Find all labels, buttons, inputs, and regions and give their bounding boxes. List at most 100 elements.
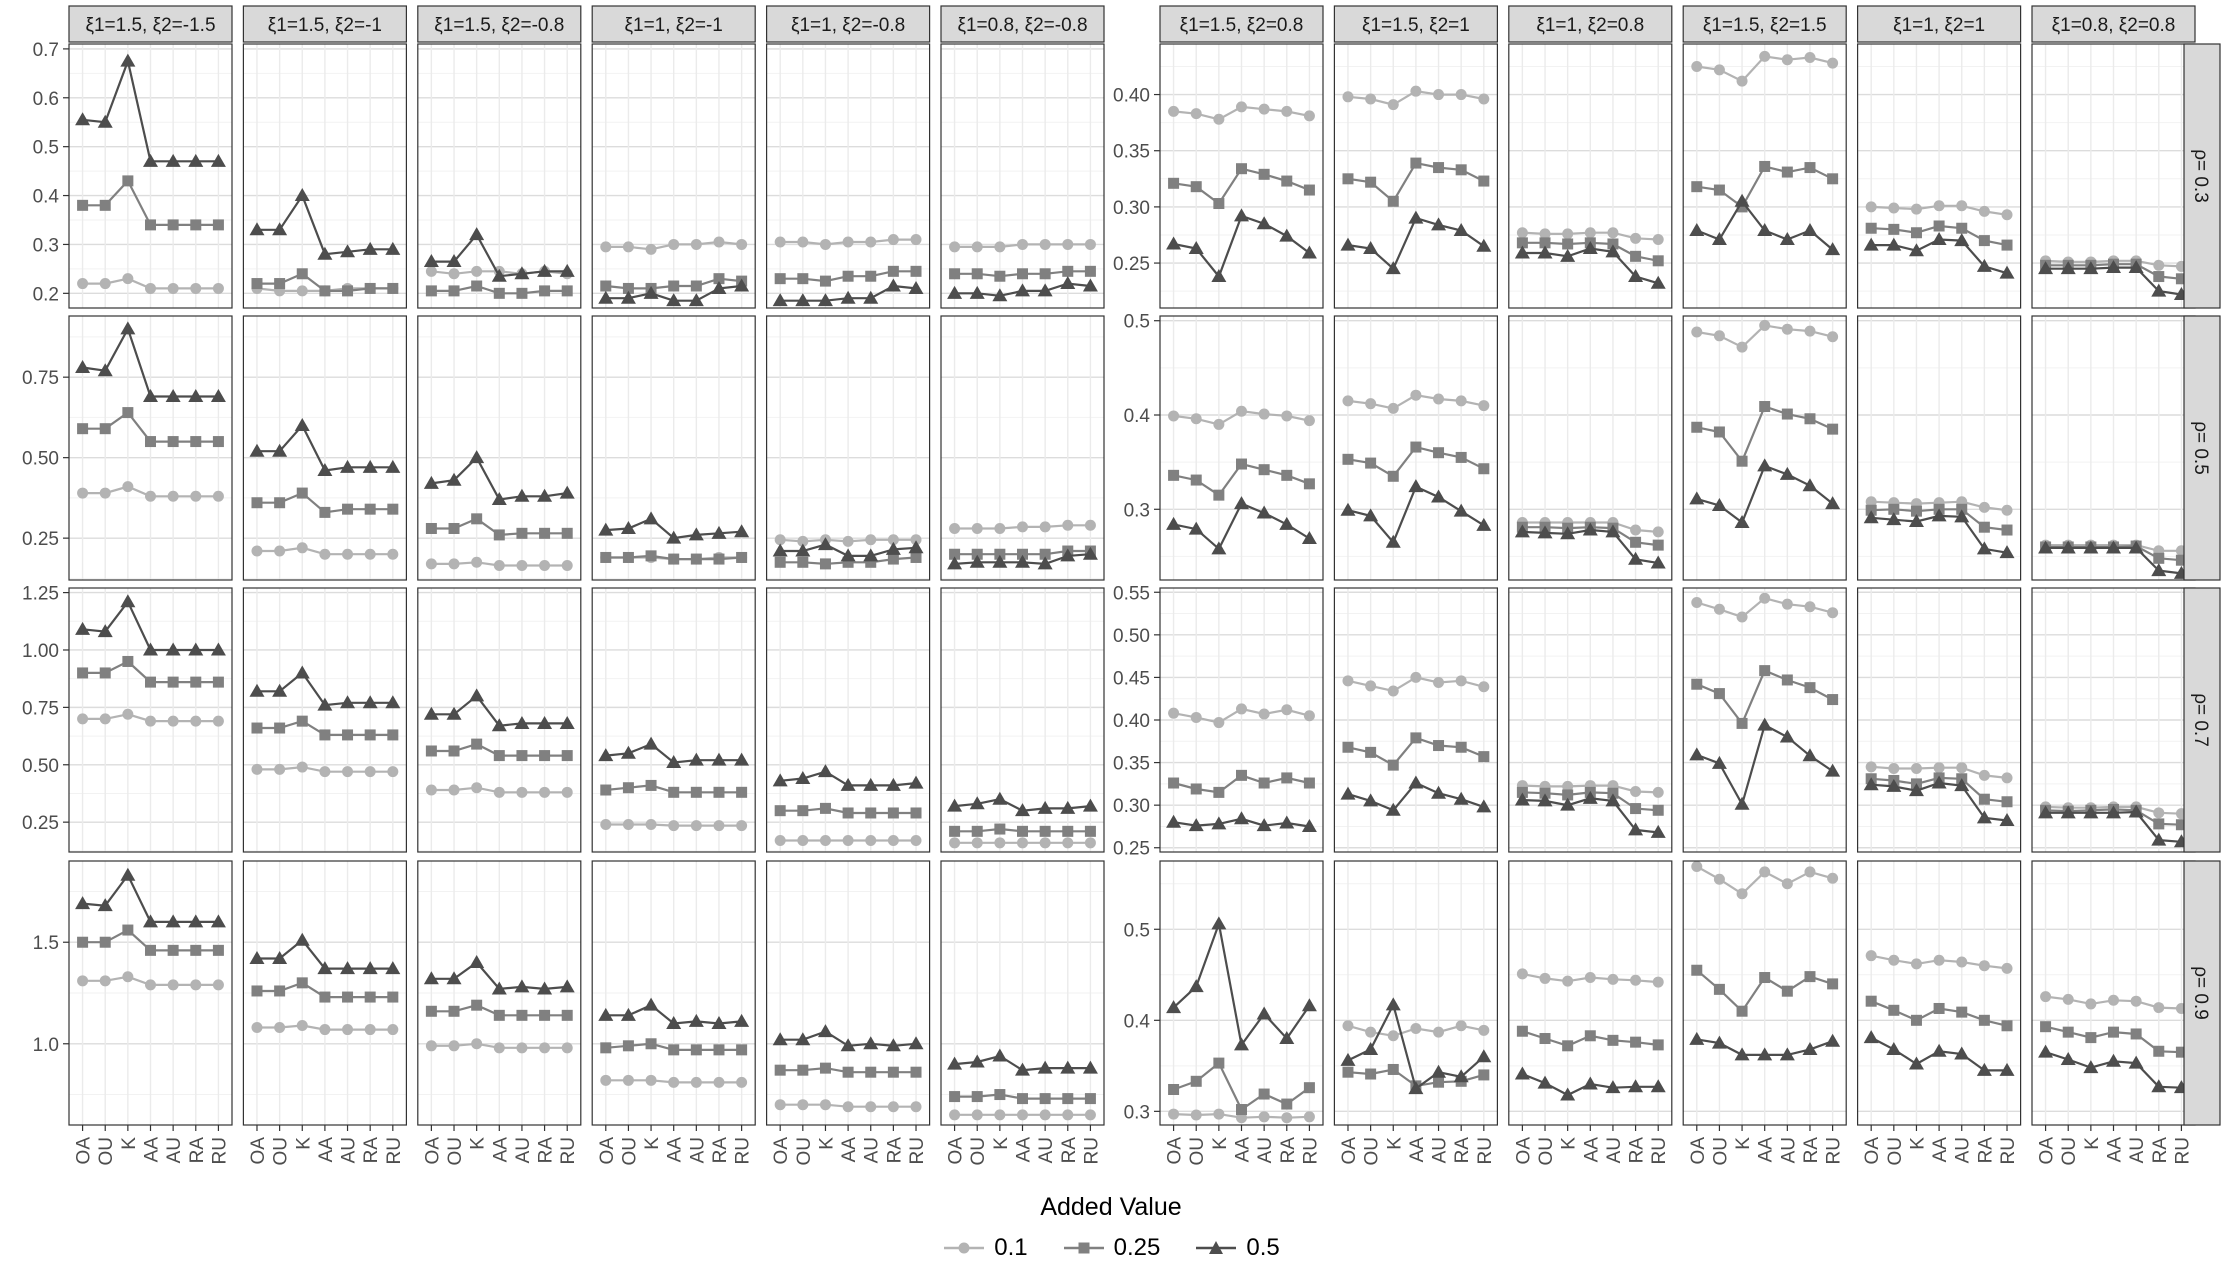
data-point [620, 290, 636, 304]
data-point [77, 667, 89, 679]
panel-border [940, 315, 1105, 581]
data-point [1062, 238, 1074, 250]
data-point [145, 944, 156, 956]
legend-item-0.25: 0.25 [1062, 1234, 1160, 1262]
panel [765, 43, 931, 309]
panel-border [1682, 43, 1847, 309]
data-point [1691, 421, 1703, 433]
x-tick-label: AA [2105, 1137, 2126, 1163]
data-point [645, 1074, 657, 1086]
data-point [2151, 832, 2167, 846]
data-point [1804, 325, 1816, 337]
data-point [1908, 1056, 1924, 1070]
data-point [1279, 228, 1295, 242]
x-tick-label: RA [2150, 1137, 2171, 1164]
data-point [274, 497, 286, 509]
x-tick-label: OU [968, 1137, 989, 1166]
y-tick-label: 0.5 [33, 138, 59, 159]
data-point [1516, 1025, 1528, 1037]
data-point [387, 766, 399, 778]
data-point [1236, 1104, 1247, 1116]
data-point [1211, 816, 1227, 830]
data-point [1082, 278, 1098, 292]
data-point [1560, 1087, 1576, 1101]
data-point [471, 556, 483, 568]
data-point [1736, 455, 1748, 467]
panel: OA OU K AA AU RA RU [417, 860, 582, 1166]
data-point [1956, 1006, 1968, 1018]
data-point [1736, 201, 1748, 213]
data-point [1652, 526, 1664, 538]
data-point [1410, 732, 1422, 744]
data-point [2108, 1026, 2119, 1038]
data-point [1410, 441, 1422, 453]
panel-border [1508, 315, 1673, 581]
data-point [1453, 1069, 1469, 1083]
x-tick-label: K [991, 1137, 1012, 1150]
data-point [1779, 231, 1795, 245]
x-tick-label: RU [1998, 1137, 2019, 1164]
data-point [491, 492, 507, 506]
y-tick-label: 0.75 [22, 368, 59, 389]
data-point [387, 503, 399, 515]
data-point [711, 752, 727, 766]
data-point [514, 979, 530, 993]
data-point [2153, 259, 2165, 271]
x-tick-label: OA [2037, 1137, 2058, 1165]
data-point [1084, 519, 1096, 531]
data-point [600, 280, 612, 292]
data-point [1190, 474, 1202, 486]
data-point [620, 520, 636, 534]
data-point [1408, 775, 1424, 789]
data-point [296, 761, 308, 773]
data-point [471, 782, 483, 794]
data-point [1825, 242, 1841, 256]
data-point [2001, 209, 2013, 221]
data-point [1433, 677, 1445, 689]
data-point [1886, 1041, 1902, 1055]
right-panel-group: ξ1=1.5, ξ2=0.8 ξ1=1.5, ξ2=1 ξ1=1, ξ2=0.8 ξ1… [1113, 5, 2196, 1166]
data-point [469, 955, 485, 969]
data-point [1562, 780, 1574, 792]
data-point [1886, 778, 1902, 792]
data-point [1759, 665, 1771, 677]
data-point [1804, 413, 1816, 425]
data-point [537, 981, 553, 995]
panel-border [242, 43, 407, 309]
data-point [2083, 805, 2099, 819]
data-point [97, 363, 113, 377]
data-point [1281, 175, 1293, 187]
data-point [643, 736, 659, 750]
data-point [319, 766, 331, 778]
data-point [212, 282, 224, 294]
facet-strip [1159, 5, 1324, 43]
data-point [423, 254, 439, 268]
data-point [1303, 478, 1315, 490]
y-tick-label: 0.5 [1124, 312, 1150, 333]
data-point [949, 522, 961, 534]
data-point [1827, 423, 1839, 435]
data-point [1562, 975, 1574, 987]
y-tick-label: 0.25 [1113, 254, 1150, 275]
data-point [713, 1076, 725, 1088]
data-point [1759, 866, 1771, 878]
data-point [387, 548, 399, 560]
data-point [559, 263, 575, 277]
data-point [795, 293, 811, 307]
data-point [516, 1042, 528, 1054]
data-point [1258, 408, 1270, 420]
x-tick-label: AA [839, 1137, 860, 1163]
panel [68, 315, 233, 581]
data-point [842, 236, 854, 248]
data-point [1365, 93, 1377, 105]
data-point [819, 275, 831, 287]
data-point [99, 936, 111, 948]
x-tick-label: K [1384, 1137, 1405, 1150]
data-point [2175, 1046, 2187, 1058]
data-point [272, 683, 288, 697]
data-point [1166, 814, 1182, 828]
data-point [1385, 261, 1401, 275]
x-tick-label: RU [1475, 1137, 1496, 1164]
data-point [1062, 519, 1074, 531]
data-point [1781, 878, 1793, 890]
